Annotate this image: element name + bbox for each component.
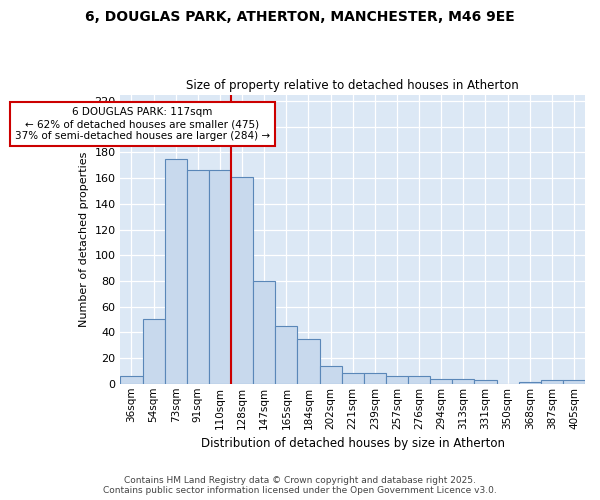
Bar: [430, 378, 452, 384]
Bar: [408, 376, 430, 384]
Bar: [253, 281, 275, 384]
Y-axis label: Number of detached properties: Number of detached properties: [79, 152, 89, 327]
Bar: [541, 380, 563, 384]
X-axis label: Distribution of detached houses by size in Atherton: Distribution of detached houses by size …: [201, 437, 505, 450]
Bar: [298, 339, 320, 384]
Bar: [209, 170, 231, 384]
Title: Size of property relative to detached houses in Atherton: Size of property relative to detached ho…: [187, 79, 519, 92]
Bar: [187, 170, 209, 384]
Bar: [143, 320, 164, 384]
Bar: [341, 374, 364, 384]
Bar: [475, 380, 497, 384]
Bar: [275, 326, 298, 384]
Bar: [386, 376, 408, 384]
Bar: [121, 376, 143, 384]
Text: 6, DOUGLAS PARK, ATHERTON, MANCHESTER, M46 9EE: 6, DOUGLAS PARK, ATHERTON, MANCHESTER, M…: [85, 10, 515, 24]
Bar: [518, 382, 541, 384]
Bar: [364, 374, 386, 384]
Bar: [563, 380, 585, 384]
Text: 6 DOUGLAS PARK: 117sqm
← 62% of detached houses are smaller (475)
37% of semi-de: 6 DOUGLAS PARK: 117sqm ← 62% of detached…: [15, 108, 270, 140]
Bar: [320, 366, 341, 384]
Text: Contains HM Land Registry data © Crown copyright and database right 2025.
Contai: Contains HM Land Registry data © Crown c…: [103, 476, 497, 495]
Bar: [164, 159, 187, 384]
Bar: [452, 378, 475, 384]
Bar: [231, 177, 253, 384]
